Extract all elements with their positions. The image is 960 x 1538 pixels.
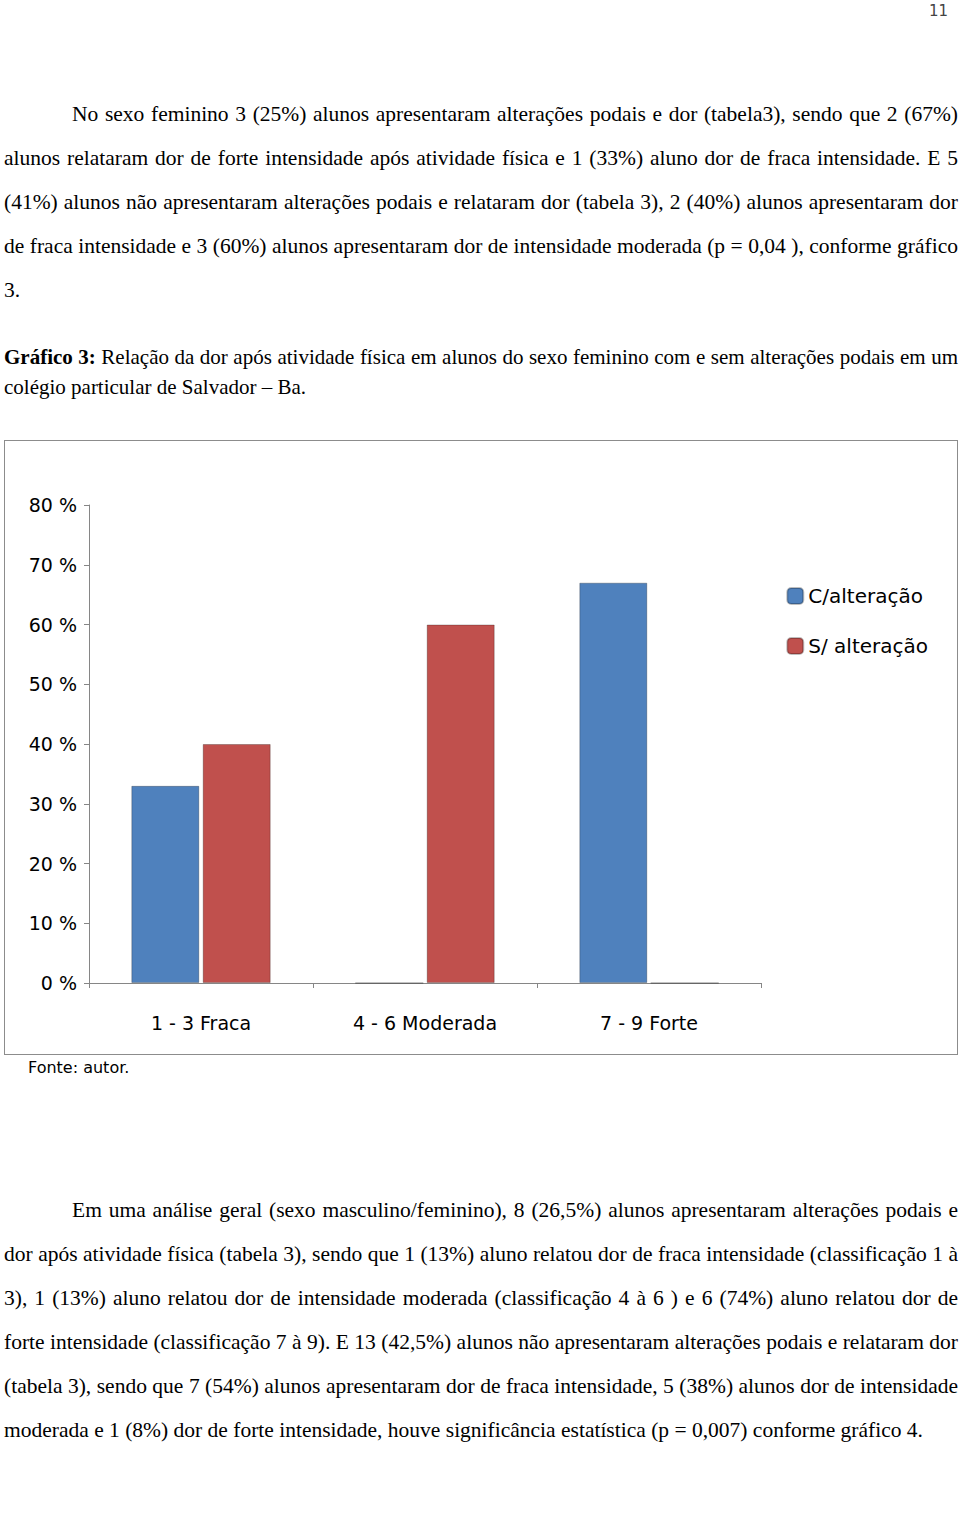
svg-text:0 %: 0 % bbox=[41, 972, 77, 994]
svg-text:C/alteração: C/alteração bbox=[808, 584, 923, 608]
html-text:Gráfico 3: Relação da dor após: Gráfico 3: Relação da dor após atividade… bbox=[4, 345, 958, 399]
svg-text:80 %: 80 % bbox=[29, 494, 77, 516]
html-text:No sexo feminino 3 (25%) aluno: No sexo feminino 3 (25%) alunos apresent… bbox=[4, 102, 958, 302]
svg-text:4 - 6 Moderada: 4 - 6 Moderada bbox=[353, 1012, 497, 1034]
svg-text:70 %: 70 % bbox=[29, 554, 77, 576]
html-text:Em uma análise geral (sexo mas: Em uma análise geral (sexo masculino/fem… bbox=[4, 1198, 958, 1442]
svg-text:40 %: 40 % bbox=[29, 733, 77, 755]
svg-text:7 - 9 Forte: 7 - 9 Forte bbox=[600, 1012, 698, 1034]
svg-text:S/ alteração: S/ alteração bbox=[808, 634, 928, 658]
svg-text:30 %: 30 % bbox=[29, 793, 77, 815]
html-text:11: 11 bbox=[928, 2, 948, 20]
svg-text:60 %: 60 % bbox=[29, 614, 77, 636]
svg-text:50 %: 50 % bbox=[29, 673, 77, 695]
html-text:Fonte: autor.: Fonte: autor. bbox=[28, 1058, 130, 1077]
svg-text:1 - 3 Fraca: 1 - 3 Fraca bbox=[151, 1012, 251, 1034]
svg-text:20 %: 20 % bbox=[29, 853, 77, 875]
svg-text:10 %: 10 % bbox=[29, 912, 77, 934]
